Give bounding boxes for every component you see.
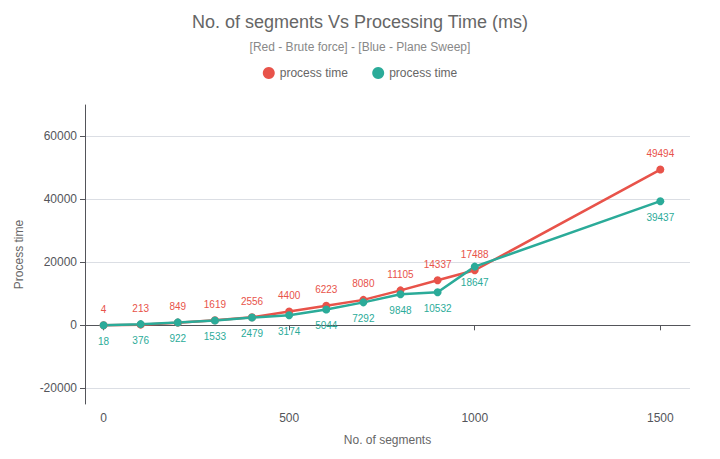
- svg-text:7292: 7292: [352, 313, 375, 324]
- svg-text:2556: 2556: [241, 296, 264, 307]
- svg-text:0: 0: [70, 318, 77, 332]
- svg-text:6223: 6223: [315, 284, 338, 295]
- svg-text:process time: process time: [389, 66, 457, 80]
- svg-text:17488: 17488: [461, 249, 489, 260]
- svg-text:1000: 1000: [461, 411, 488, 425]
- svg-text:39437: 39437: [646, 212, 674, 223]
- svg-text:11105: 11105: [387, 269, 414, 280]
- svg-text:18647: 18647: [461, 277, 489, 288]
- svg-text:500: 500: [279, 411, 299, 425]
- svg-text:14337: 14337: [424, 259, 452, 270]
- svg-text:No. of segments Vs Processing: No. of segments Vs Processing Time (ms): [192, 12, 528, 32]
- svg-text:849: 849: [169, 301, 186, 312]
- svg-text:1500: 1500: [647, 411, 674, 425]
- svg-text:1533: 1533: [204, 331, 227, 342]
- svg-text:40000: 40000: [44, 192, 78, 206]
- svg-text:213: 213: [132, 303, 149, 314]
- svg-text:[Red - Brute force] - [Blue -: [Red - Brute force] - [Blue - Plane Swee…: [250, 40, 471, 54]
- svg-text:-20000: -20000: [40, 381, 78, 395]
- svg-text:20000: 20000: [44, 255, 78, 269]
- svg-text:18: 18: [98, 336, 110, 347]
- svg-text:60000: 60000: [44, 129, 78, 143]
- svg-text:4400: 4400: [278, 290, 301, 301]
- svg-text:4: 4: [101, 304, 107, 315]
- svg-text:922: 922: [169, 333, 186, 344]
- svg-text:49494: 49494: [646, 148, 674, 159]
- svg-text:process time: process time: [280, 66, 348, 80]
- svg-text:9848: 9848: [389, 305, 412, 316]
- svg-text:5044: 5044: [315, 320, 338, 331]
- svg-text:3174: 3174: [278, 326, 301, 337]
- svg-text:10532: 10532: [424, 303, 452, 314]
- svg-text:0: 0: [100, 411, 107, 425]
- svg-text:2479: 2479: [241, 328, 264, 339]
- svg-text:376: 376: [132, 335, 149, 346]
- svg-text:8080: 8080: [352, 278, 375, 289]
- svg-text:Process time: Process time: [12, 220, 26, 290]
- svg-text:1619: 1619: [204, 299, 227, 310]
- svg-text:No. of segments: No. of segments: [344, 433, 431, 447]
